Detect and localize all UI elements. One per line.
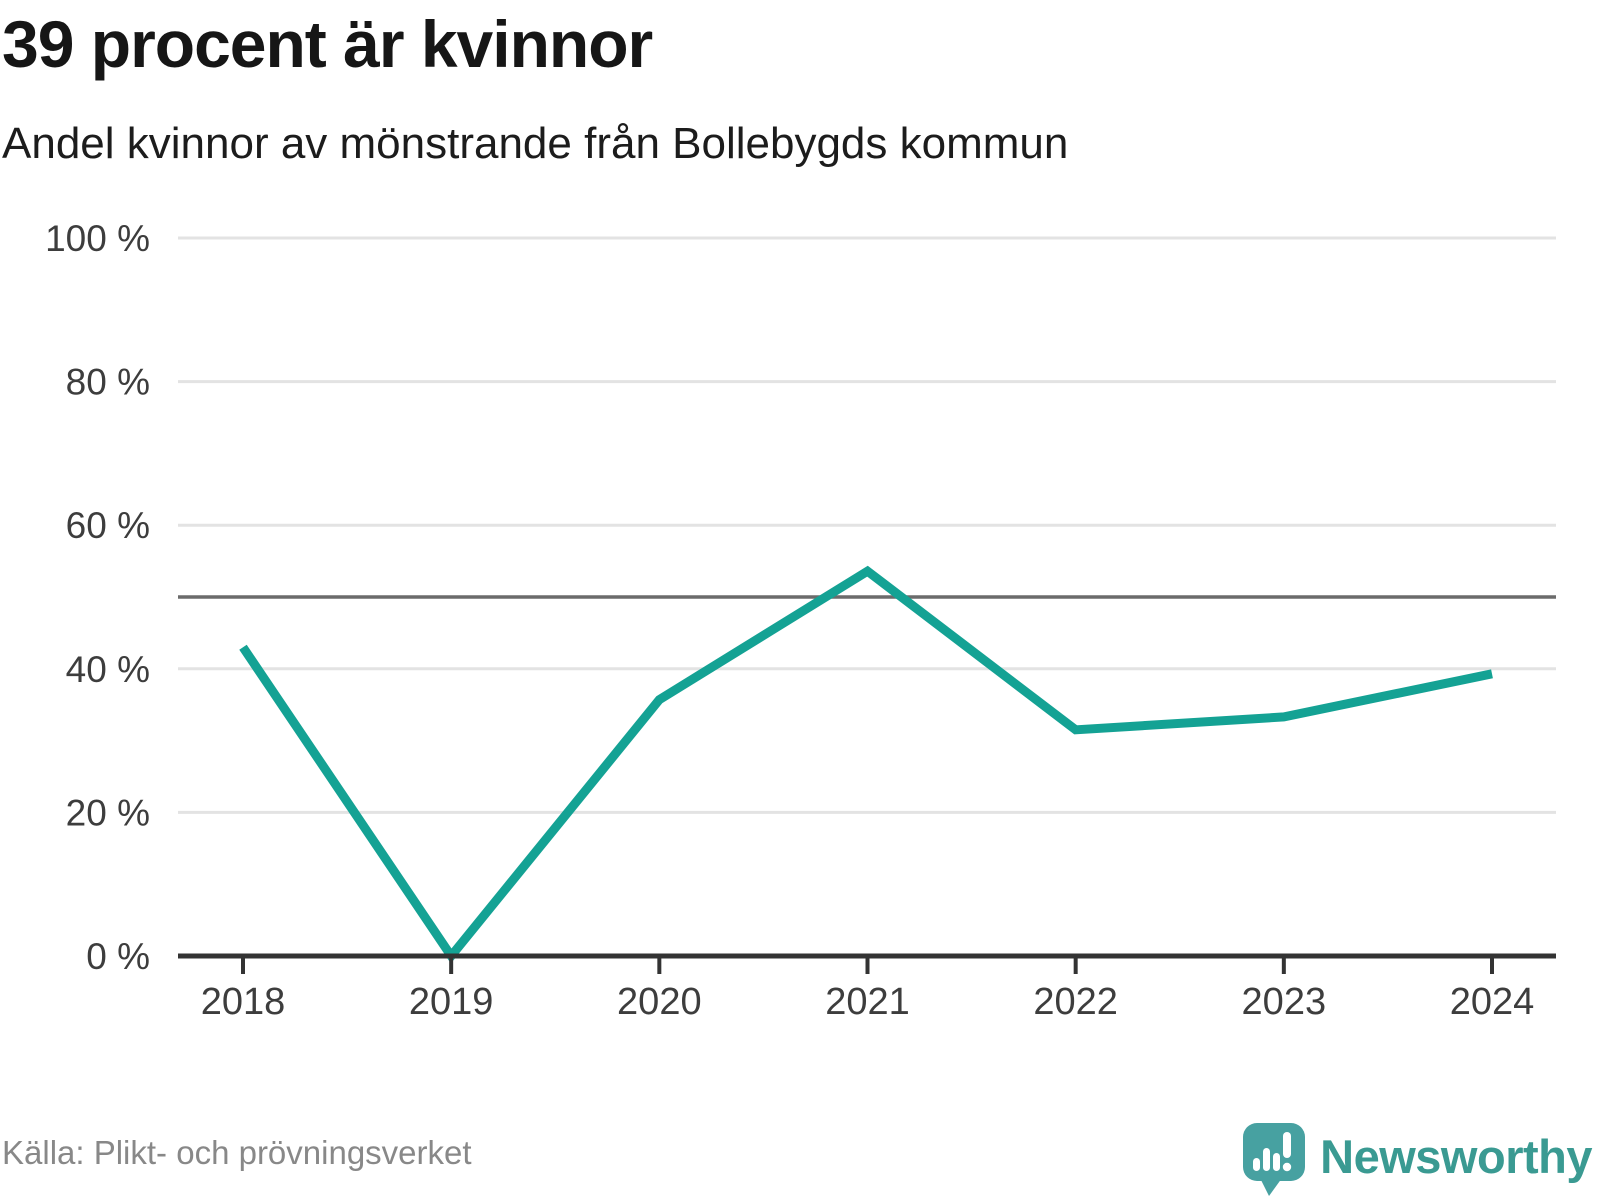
x-tick-label: 2021 (825, 981, 910, 1023)
x-tick-label: 2020 (617, 981, 702, 1023)
newsworthy-wordmark: Newsworthy (1320, 1129, 1592, 1183)
y-tick-label: 40 % (66, 649, 150, 690)
y-tick-label: 80 % (66, 362, 150, 403)
x-tick-label: 2023 (1242, 981, 1327, 1023)
x-tick-label: 2019 (409, 981, 494, 1023)
newsworthy-logo: Newsworthy (1242, 1122, 1592, 1196)
y-tick-label: 0 % (86, 936, 150, 977)
data-line-andel-kvinnor (239, 565, 1493, 964)
y-tick-label: 60 % (66, 505, 150, 546)
chart-title: 39 procent är kvinnor (2, 7, 653, 81)
x-tick-label: 2024 (1450, 981, 1535, 1023)
x-tick-label: 2018 (201, 981, 286, 1023)
y-tick-label: 100 % (45, 218, 150, 259)
y-tick-label: 20 % (66, 792, 150, 833)
chart-subtitle: Andel kvinnor av mönstrande från Bolleby… (2, 119, 1069, 168)
newsworthy-speech-bubble-chart-icon (1243, 1123, 1306, 1196)
source-note: Källa: Plikt- och prövningsverket (2, 1134, 472, 1171)
x-tick-label: 2022 (1033, 981, 1118, 1023)
